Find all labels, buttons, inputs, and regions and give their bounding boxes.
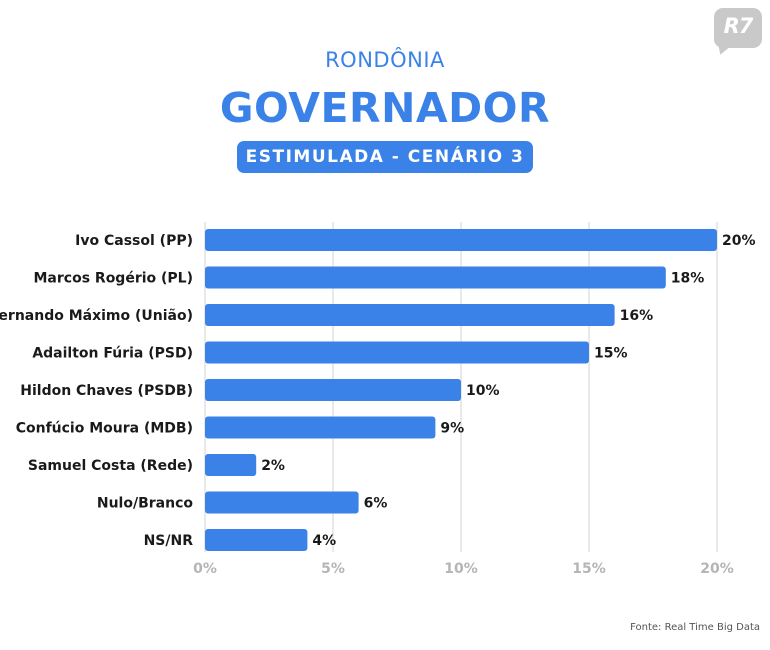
value-label: 16% [620, 308, 654, 324]
office-title: GOVERNADOR [219, 84, 551, 132]
bar [205, 229, 717, 251]
bar [205, 491, 359, 514]
category-label: Samuel Costa (Rede) [28, 458, 193, 474]
category-label: Adailton Fúria (PSD) [32, 346, 193, 362]
value-label: 2% [261, 458, 285, 474]
bar [205, 341, 589, 364]
state-title: RONDÔNIA [325, 48, 445, 72]
value-label: 4% [312, 533, 336, 549]
category-label: Nulo/Branco [97, 496, 194, 512]
category-label: Confúcio Moura (MDB) [16, 421, 193, 437]
value-label: 10% [466, 383, 500, 399]
x-tick-label: 20% [700, 561, 734, 577]
x-tick-label: 0% [193, 561, 217, 577]
value-label: 9% [440, 421, 464, 437]
value-label: 15% [594, 346, 628, 362]
value-label: 20% [722, 233, 756, 249]
scenario-badge: ESTIMULADA - CENÁRIO 3 [236, 141, 534, 173]
scenario-badge-wrap: ESTIMULADA - CENÁRIO 3 [0, 141, 770, 173]
bar [205, 266, 666, 289]
x-axis-ticks: 0% 5% 10% 15% 20% [193, 561, 734, 577]
category-label: Marcos Rogério (PL) [34, 271, 194, 287]
category-label: Hildon Chaves (PSDB) [20, 383, 193, 399]
bars [205, 229, 717, 551]
x-tick-label: 15% [572, 561, 606, 577]
r7-logo: R7 [714, 8, 762, 48]
bar [205, 379, 461, 401]
bar [205, 529, 308, 551]
bar [205, 304, 615, 326]
category-label: NS/NR [144, 533, 194, 549]
category-labels: Ivo Cassol (PP) Marcos Rogério (PL) Fernan… [0, 233, 193, 549]
category-label: Fernando Máximo (União) [0, 308, 193, 324]
bar [205, 454, 257, 476]
bar [205, 416, 436, 439]
value-label: 6% [364, 496, 388, 512]
x-tick-label: 10% [444, 561, 478, 577]
x-tick-label: 5% [321, 561, 345, 577]
value-label: 18% [671, 271, 705, 287]
value-labels: 20% 18% 16% 15% 10% 9% 2% 6% 4% [261, 233, 755, 549]
source-note: Fonte: Real Time Big Data [630, 622, 760, 633]
category-label: Ivo Cassol (PP) [75, 233, 193, 249]
